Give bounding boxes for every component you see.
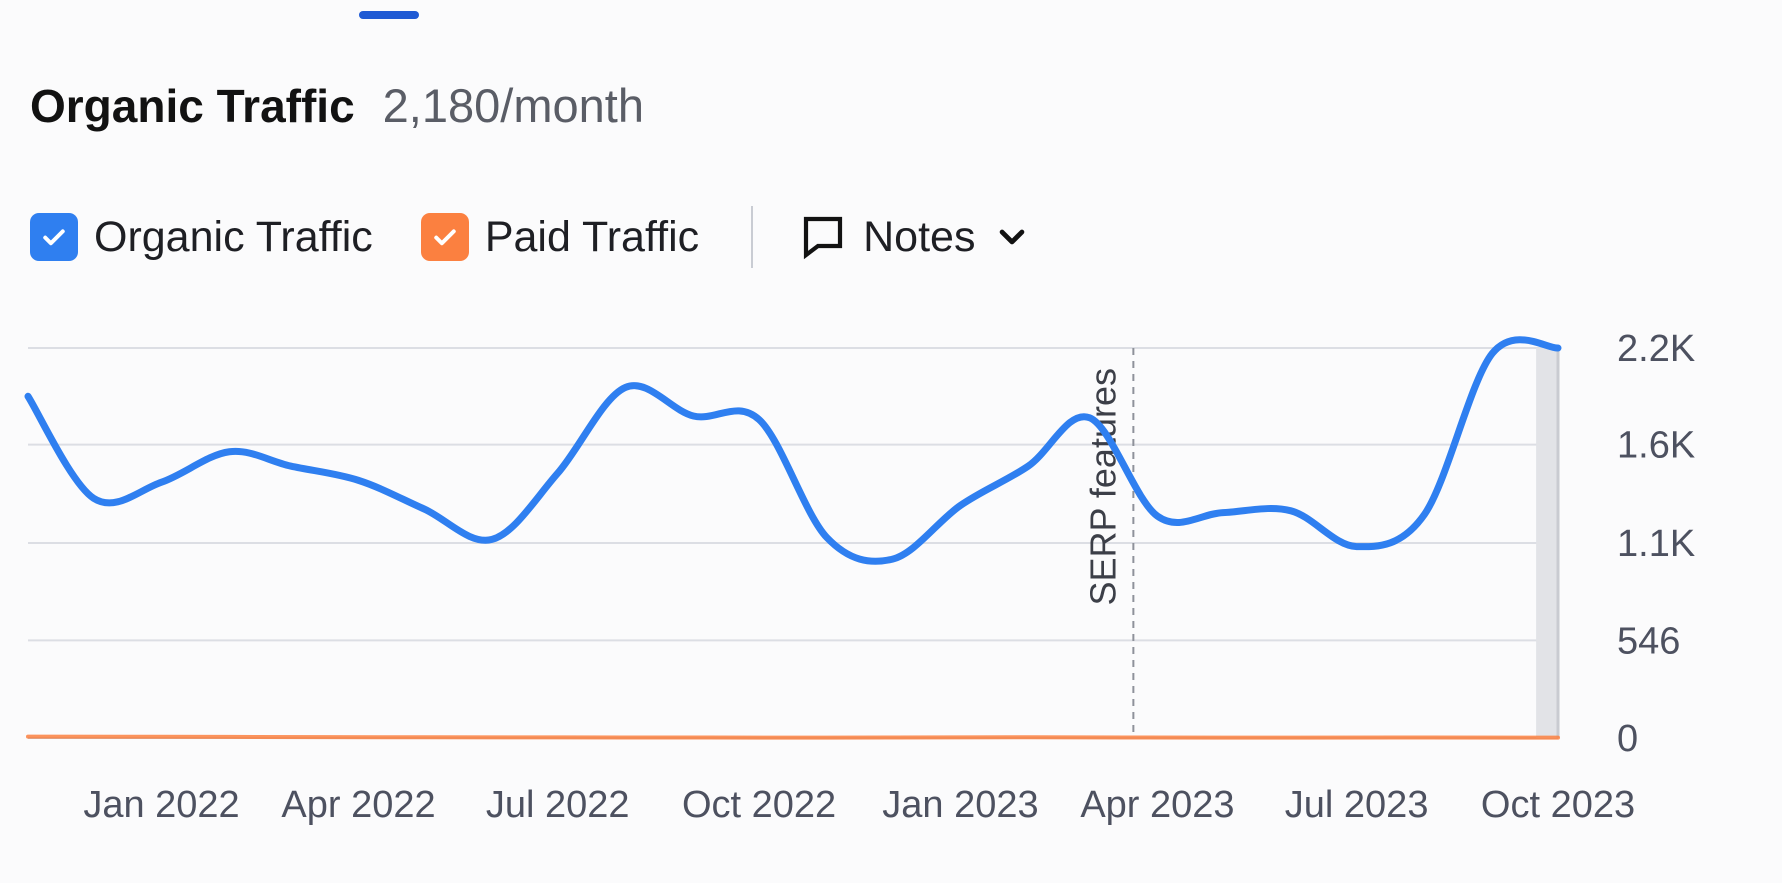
x-tick-label: Apr 2023: [1080, 784, 1234, 826]
highlight-band: [1536, 348, 1558, 738]
annotation-label: SERP features: [1082, 368, 1123, 605]
y-tick-label: 1.6K: [1617, 425, 1695, 467]
y-tick-label: 546: [1617, 620, 1680, 662]
x-tick-label: Jan 2022: [83, 784, 239, 826]
x-tick-label: Jan 2023: [882, 784, 1038, 826]
legend-paid-traffic[interactable]: Paid Traffic: [420, 212, 700, 262]
x-tick-label: Oct 2023: [1481, 784, 1635, 826]
traffic-line-chart[interactable]: SERP features 0 546 1.1K 1.6K 2.2K Jan 2022 A…: [0, 320, 1782, 840]
series-line-paid-traffic: [26, 734, 1560, 740]
legend-organic-traffic[interactable]: Organic Traffic: [30, 213, 373, 262]
chart-legend: Organic Traffic Paid Traffic Notes: [30, 205, 1029, 269]
x-axis-labels: Jan 2022 Apr 2022 Jul 2022 Oct 2022 Jan 2023…: [83, 784, 1635, 826]
y-axis-labels: 0 546 1.1K 1.6K 2.2K: [1617, 328, 1695, 760]
x-tick-label: Apr 2022: [281, 784, 435, 826]
current-period-highlight: [1536, 348, 1560, 738]
organic-traffic-checkbox[interactable]: [30, 213, 78, 261]
traffic-per-month: 2,180/month: [382, 79, 644, 132]
legend-divider: [751, 206, 754, 268]
check-icon: [43, 229, 65, 246]
y-tick-label: 2.2K: [1617, 328, 1695, 370]
widget-header: Organic Traffic 2,180/month: [30, 78, 644, 138]
legend-label-organic: Organic Traffic: [94, 212, 373, 261]
y-tick-label: 1.1K: [1617, 523, 1695, 565]
check-icon: [434, 229, 456, 246]
series-line-organic-traffic: [24, 336, 1562, 565]
x-tick-label: Jul 2022: [486, 784, 630, 826]
paid-traffic-checkbox[interactable]: [420, 213, 469, 261]
widget-title: Organic Traffic: [30, 80, 355, 132]
notes-dropdown[interactable]: Notes: [799, 213, 1029, 262]
grid-lines: [28, 347, 1558, 739]
notes-label: Notes: [863, 212, 976, 261]
y-tick-label: 0: [1617, 718, 1638, 760]
x-tick-label: Jul 2023: [1285, 784, 1429, 826]
legend-label-paid: Paid Traffic: [484, 212, 700, 261]
speech-bubble-icon: [799, 213, 847, 261]
active-tab-indicator: [359, 11, 419, 19]
x-tick-label: Oct 2022: [682, 784, 836, 826]
chart-annotations: SERP features: [1082, 348, 1135, 738]
chart-series: [24, 336, 1562, 740]
chevron-down-icon: [975, 220, 1029, 254]
